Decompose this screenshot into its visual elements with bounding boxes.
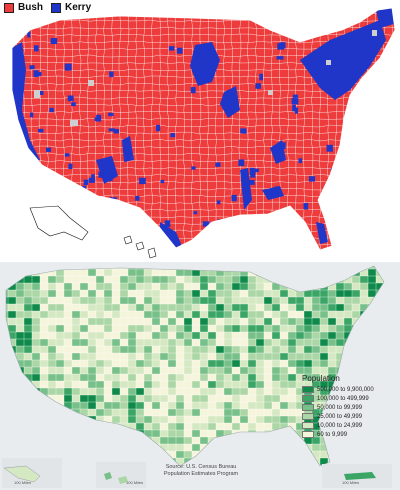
- scale-bar-alaska: 100 Miles: [14, 480, 32, 485]
- legend-swatch: [302, 431, 314, 438]
- election-map-svg: [11, 7, 396, 259]
- hawaii-inset-pop: [96, 462, 146, 488]
- source-line-2: Population Estimates Program: [163, 471, 239, 477]
- election-legend: Bush Kerry: [4, 2, 91, 13]
- legend-label: 100,000 to 499,999: [317, 395, 369, 402]
- legend-row-2: 100,000 to 499,999: [302, 394, 390, 403]
- legend-row-4: 25,000 to 49,999: [302, 412, 390, 421]
- legend-label: 10,000 to 24,999: [317, 422, 363, 429]
- legend-label: 500,000 to 9,900,000: [317, 386, 374, 393]
- population-map-panel: 100 Miles 100 Miles 100 Miles Population…: [0, 262, 400, 490]
- source-note: Source: U.S. Census Bureau Population Es…: [156, 464, 246, 478]
- legend-swatch: [302, 395, 314, 402]
- no-data-areas: [34, 30, 377, 126]
- hawaii-inset: [123, 235, 157, 259]
- legend-swatch-bush: [4, 2, 14, 13]
- legend-label: 60 to 9,999: [317, 431, 348, 438]
- legend-label: 50,000 to 99,999: [317, 404, 363, 411]
- legend-item-kerry: Kerry: [51, 2, 91, 13]
- legend-item-bush: Bush: [4, 2, 43, 13]
- source-line-1: Source: U.S. Census Bureau: [165, 464, 237, 470]
- legend-row-6: 60 to 9,999: [302, 430, 390, 439]
- puerto-rico-inset: [322, 464, 392, 488]
- alaska-inset-pop: [2, 458, 62, 488]
- legend-swatch: [302, 413, 314, 420]
- legend-label: 25,000 to 49,999: [317, 413, 363, 420]
- legend-swatch: [302, 404, 314, 411]
- legend-swatch: [302, 422, 314, 429]
- scale-bar-hawaii: 100 Miles: [126, 480, 144, 485]
- legend-swatch-kerry: [51, 2, 61, 13]
- legend-label-bush: Bush: [18, 2, 43, 13]
- scale-bar-puerto-rico: 100 Miles: [342, 480, 360, 485]
- alaska-inset: [29, 205, 89, 241]
- legend-title: Population: [302, 374, 340, 383]
- legend-row-5: 10,000 to 24,999: [302, 421, 390, 430]
- legend-row-1: 500,000 to 9,900,000: [302, 385, 390, 394]
- legend-row-3: 50,000 to 99,999: [302, 403, 390, 412]
- legend-label-kerry: Kerry: [65, 2, 92, 13]
- election-map-panel: Bush Kerry: [4, 2, 396, 259]
- population-map-svg: [2, 265, 392, 488]
- legend-swatch: [302, 386, 314, 393]
- population-legend: Population 500,000 to 9,900,000 100,000 …: [302, 374, 390, 439]
